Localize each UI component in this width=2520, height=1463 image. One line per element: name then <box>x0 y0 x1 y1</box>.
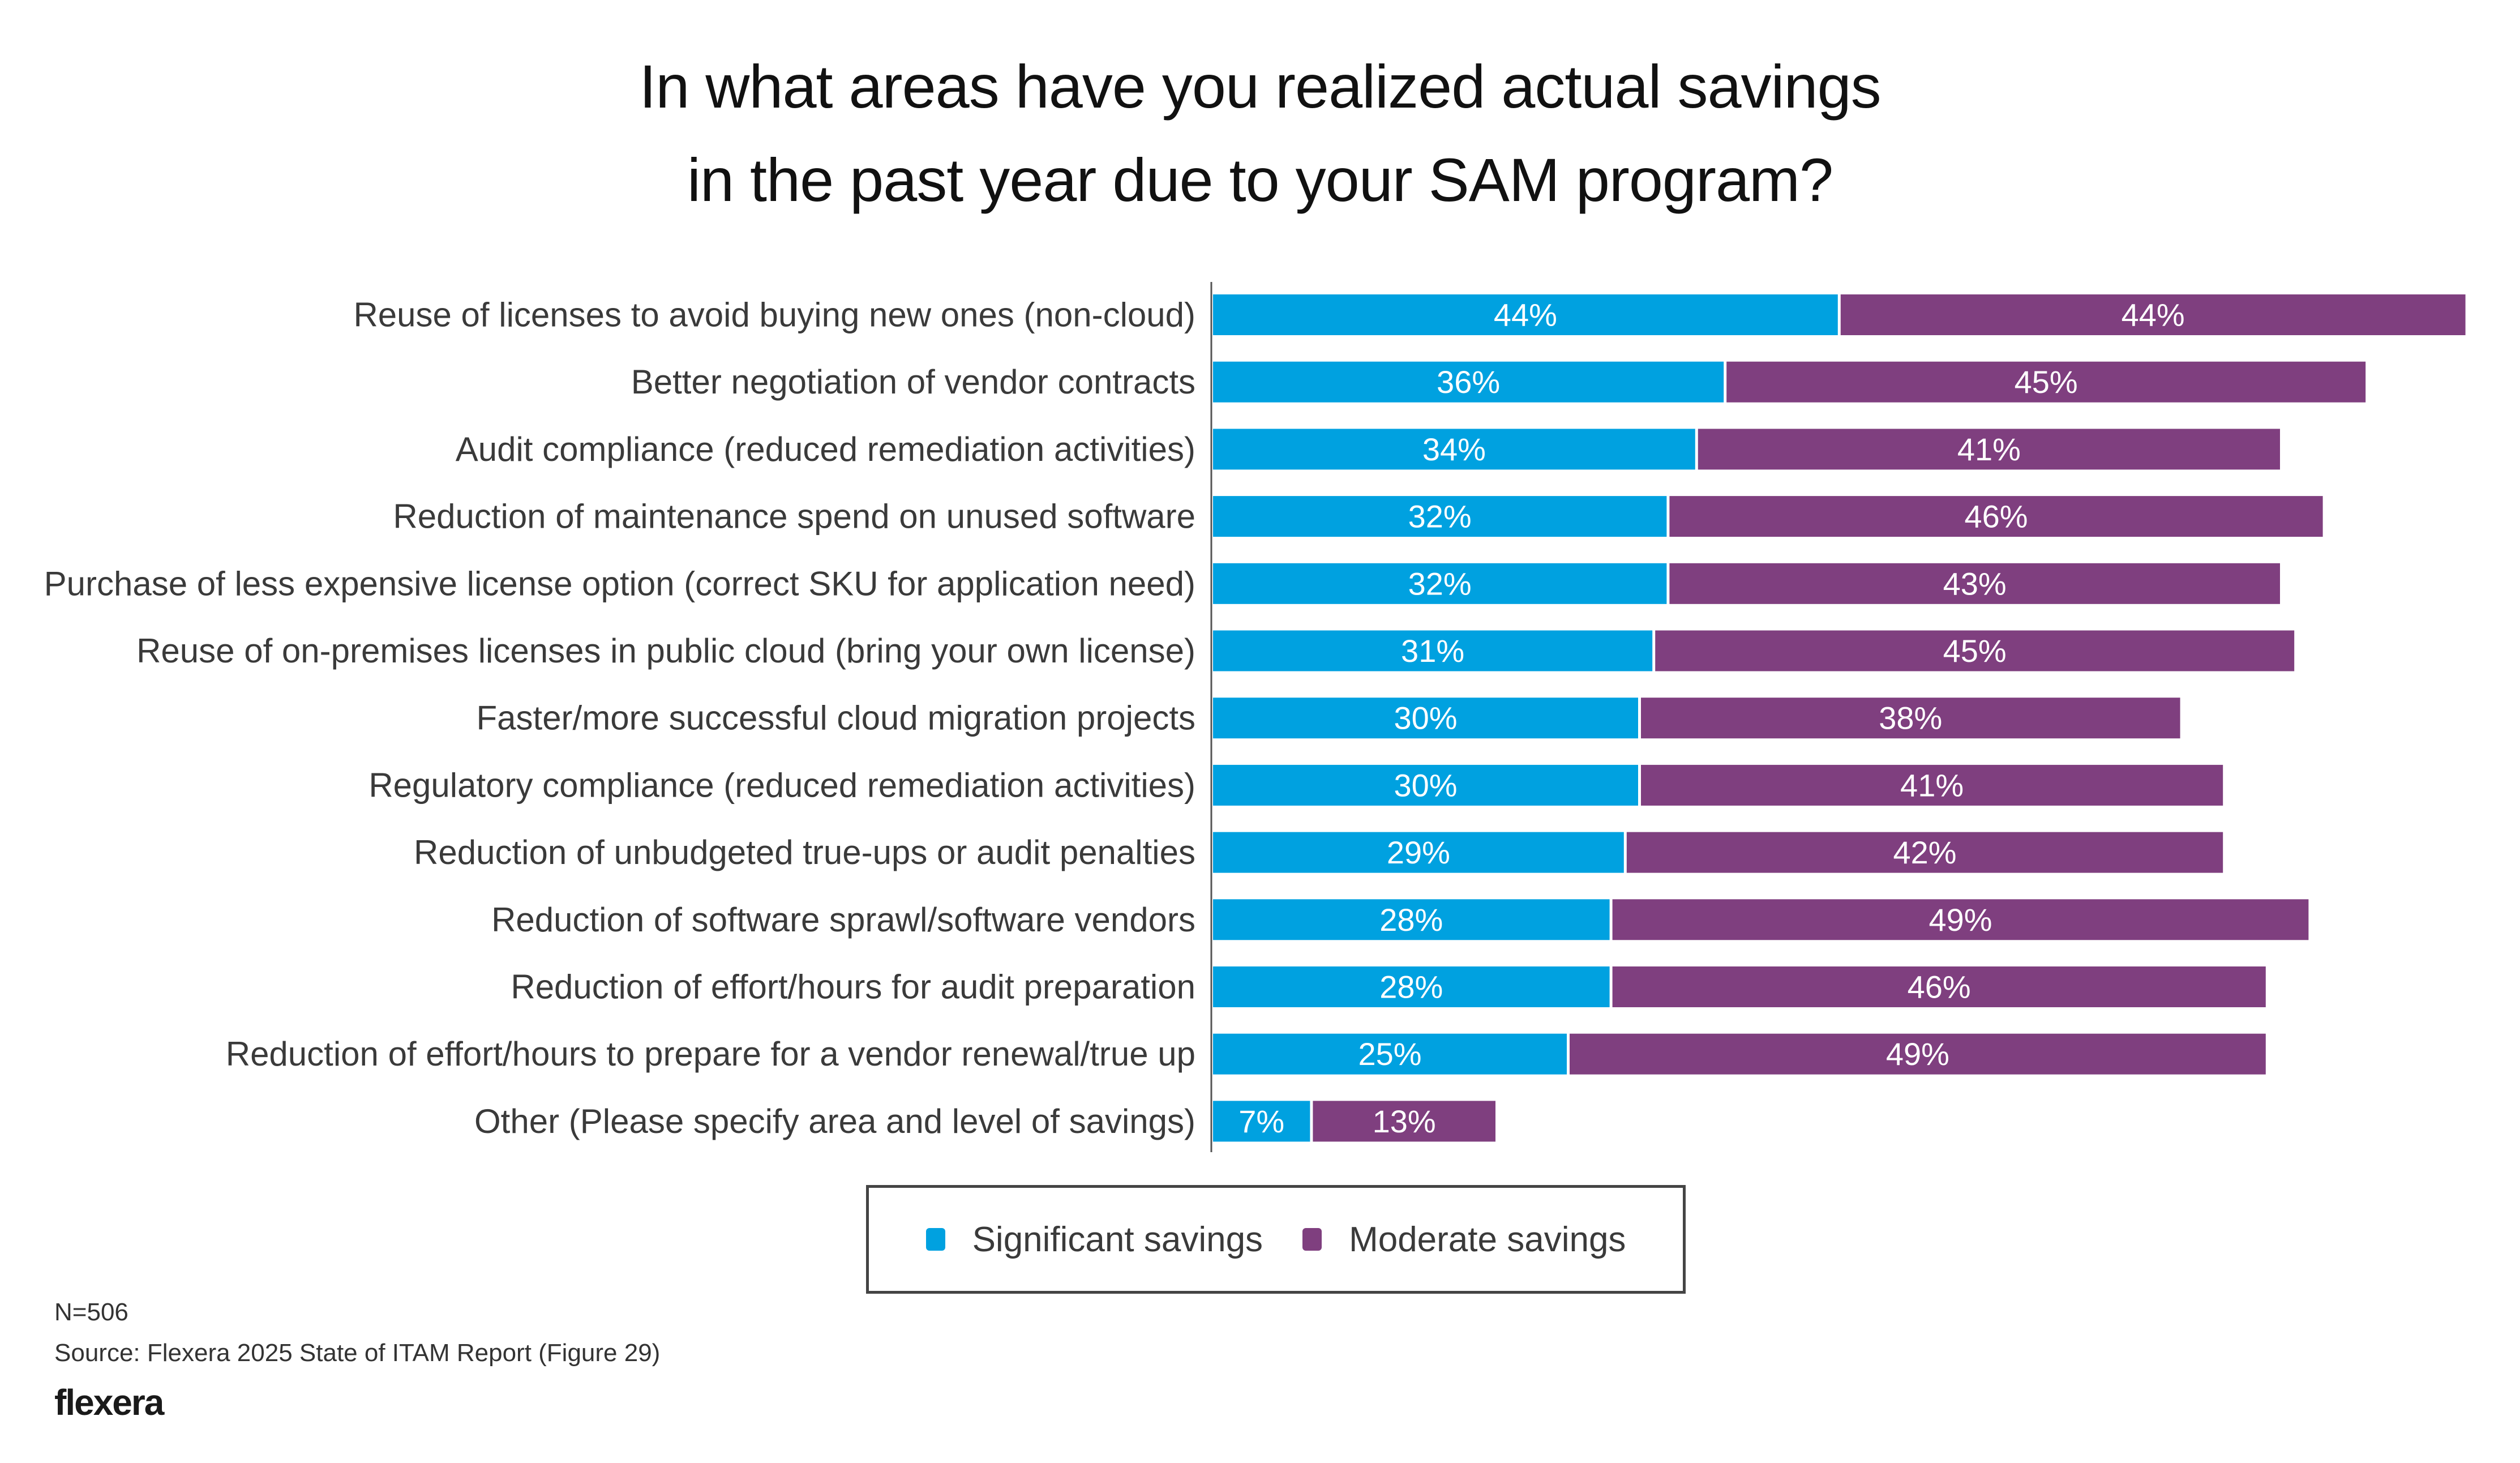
bar-value-label: 45% <box>1943 633 2007 669</box>
legend-item-significant: Significant savings <box>925 1220 1263 1260</box>
bar-significant <box>1213 764 1638 806</box>
bar-value-label: 32% <box>1408 499 1472 534</box>
bar-value-label: 44% <box>2122 297 2185 333</box>
bar-moderate <box>1641 698 2180 739</box>
bar-moderate <box>1612 966 2266 1007</box>
category-label: Reuse of licenses to avoid buying new on… <box>353 296 1195 334</box>
bar-value-label: 43% <box>1943 566 2007 601</box>
bar-significant <box>1213 832 1624 873</box>
legend-label-moderate: Moderate savings <box>1349 1220 1626 1259</box>
bar-value-label: 41% <box>1957 431 2021 467</box>
category-label: Purchase of less expensive license optio… <box>44 564 1195 602</box>
category-label: Reduction of effort/hours to prepare for… <box>226 1035 1195 1073</box>
bar-value-label: 42% <box>1893 835 1956 870</box>
category-label: Other (Please specify area and level of … <box>474 1102 1195 1140</box>
bar-value-label: 46% <box>1964 499 2028 534</box>
bar-moderate <box>1840 294 2466 335</box>
bar-significant <box>1213 361 1724 403</box>
bar-moderate <box>1698 429 2280 470</box>
bar-significant <box>1213 630 1653 671</box>
chart-title: In what areas have you realized actual s… <box>0 40 2520 226</box>
bar-value-label: 25% <box>1358 1036 1421 1072</box>
bar-moderate <box>1626 832 2223 873</box>
category-label: Reuse of on-premises licenses in public … <box>136 632 1195 670</box>
category-label: Regulatory compliance (reduced remediati… <box>368 766 1195 804</box>
category-label: Audit compliance (reduced remediation ac… <box>456 430 1195 468</box>
bar-moderate <box>1313 1101 1495 1142</box>
category-label: Reduction of maintenance spend on unused… <box>393 498 1195 536</box>
bar-significant <box>1213 698 1638 739</box>
legend-swatch-significant <box>925 1228 945 1251</box>
bar-value-label: 29% <box>1387 835 1450 870</box>
bar-significant <box>1213 294 1838 335</box>
bar-value-label: 32% <box>1408 566 1472 601</box>
bar-value-label: 45% <box>2015 364 2078 400</box>
chart-title-line-2: in the past year due to your SAM program… <box>687 146 1833 214</box>
bar-value-label: 28% <box>1379 969 1443 1005</box>
bar-value-label: 41% <box>1900 767 1964 803</box>
bar-value-label: 36% <box>1437 364 1500 400</box>
bar-value-label: 30% <box>1394 767 1457 803</box>
bar-significant <box>1213 1101 1310 1142</box>
bar-value-label: 7% <box>1238 1103 1284 1139</box>
flexera-logo: flexera <box>54 1382 164 1423</box>
sample-size-note: N=506 <box>54 1298 128 1326</box>
bar-moderate <box>1612 899 2309 940</box>
category-labels: Reuse of licenses to avoid buying new on… <box>44 296 1195 1140</box>
bar-moderate <box>1726 361 2366 403</box>
legend-label-significant: Significant savings <box>972 1220 1263 1259</box>
bar-moderate <box>1570 1033 2266 1075</box>
bar-significant <box>1213 1033 1567 1075</box>
bar-value-label: 49% <box>1886 1036 1949 1072</box>
legend: Significant savings Moderate savings <box>866 1185 1686 1294</box>
category-label: Reduction of unbudgeted true-ups or audi… <box>414 833 1195 871</box>
chart-title-line-1: In what areas have you realized actual s… <box>639 52 1881 121</box>
bar-value-label: 38% <box>1879 700 1942 736</box>
legend-swatch-moderate <box>1302 1228 1322 1251</box>
bar-significant <box>1213 496 1667 537</box>
bars: 44% 44% 36% 45% 34% 41% 32% 46% 32% 43% 31% 45% 30% 3… <box>1213 294 2466 1142</box>
bar-significant <box>1213 899 1610 940</box>
bar-moderate <box>1669 563 2280 604</box>
bar-value-label: 31% <box>1401 633 1464 669</box>
legend-item-moderate: Moderate savings <box>1302 1220 1626 1260</box>
bar-significant <box>1213 563 1667 604</box>
bar-significant <box>1213 966 1610 1007</box>
bar-moderate <box>1655 630 2295 671</box>
category-label: Better negotiation of vendor contracts <box>631 363 1195 401</box>
bar-moderate <box>1669 496 2323 537</box>
source-note: Source: Flexera 2025 State of ITAM Repor… <box>54 1339 661 1367</box>
bar-value-label: 46% <box>1908 969 1971 1005</box>
bar-significant <box>1213 429 1695 470</box>
bar-moderate <box>1641 764 2223 806</box>
category-label: Faster/more successful cloud migration p… <box>477 699 1196 737</box>
bar-value-label: 44% <box>1494 297 1557 333</box>
category-label: Reduction of effort/hours for audit prep… <box>511 968 1195 1006</box>
bar-value-label: 30% <box>1394 700 1457 736</box>
bar-value-label: 28% <box>1379 902 1443 938</box>
bar-value-label: 13% <box>1373 1103 1436 1139</box>
bar-value-label: 34% <box>1422 431 1486 467</box>
bar-value-label: 49% <box>1928 902 1992 938</box>
category-label: Reduction of software sprawl/software ve… <box>491 901 1195 939</box>
